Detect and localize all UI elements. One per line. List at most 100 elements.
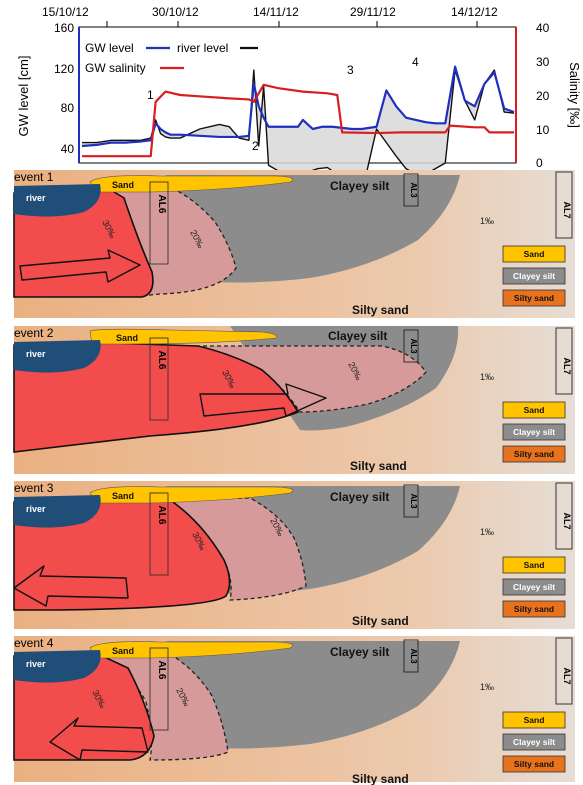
sand-label: Sand — [112, 491, 134, 501]
well-AL3 — [403, 639, 419, 673]
y-tick-left: 120 — [54, 62, 74, 76]
well-AL6 — [149, 647, 169, 731]
salinity-20-zone — [167, 497, 307, 601]
date-axis: 15/10/12 30/10/12 14/11/12 29/11/12 14/1… — [42, 5, 498, 27]
silty-sand-label: Silty sand — [352, 772, 409, 785]
date-tick: 30/10/12 — [152, 5, 199, 19]
gw-salinity-line — [82, 83, 514, 158]
legend-label-clayey-silt: Clayey silt — [513, 427, 555, 437]
well-AL6 — [149, 492, 169, 576]
sand-label: Sand — [112, 646, 134, 656]
left-ticks: 160 120 80 40 — [54, 21, 74, 156]
cross-section-event-4: AL6 AL3 AL7 event 4 river Sand Clayey silt Silt… — [13, 636, 575, 785]
clayey-silt-layer — [166, 175, 460, 283]
well-AL3 — [403, 484, 419, 518]
silty-sand-label: Silty sand — [352, 303, 409, 317]
legend-label-clayey-silt: Clayey silt — [513, 271, 555, 281]
cross-section-event-2: AL6 AL3 AL7 event 2 river Sand Clayey silt Silt… — [13, 326, 575, 474]
well-AL7 — [555, 327, 573, 395]
event-title: event 3 — [14, 481, 54, 495]
river-label: river — [26, 504, 46, 514]
legend-swatch-sand — [502, 556, 566, 574]
well-label-AL7: AL7 — [562, 512, 572, 529]
clayey-silt-label: Clayey silt — [330, 645, 389, 659]
legend-swatch-clayey-silt — [502, 733, 566, 751]
silty-sand-label: Silty sand — [350, 459, 407, 473]
legend-swatch-sand — [502, 711, 566, 729]
event-title: event 1 — [14, 170, 54, 184]
event-marker-3: 3 — [347, 63, 354, 77]
background-salinity-label: 1‰ — [480, 372, 494, 382]
level-difference-area — [82, 66, 514, 176]
well-AL3 — [403, 173, 419, 207]
legend-gw-level: GW level — [85, 41, 134, 55]
legend-swatch-silty-sand — [502, 755, 566, 773]
cross-section-panels: AL6 AL3 AL7 event 1 river Sand Clayey silt Silt… — [13, 170, 575, 785]
well-AL6 — [149, 337, 169, 421]
well-label-AL6: AL6 — [156, 506, 167, 525]
event-title: event 2 — [14, 326, 54, 340]
legend-label-silty-sand: Silty sand — [514, 604, 554, 614]
background-salinity-label: 1‰ — [480, 527, 494, 537]
clayey-silt-label: Clayey silt — [330, 490, 389, 504]
legend-swatch-clayey-silt — [502, 578, 566, 596]
event-marker-1: 1 — [147, 88, 154, 102]
legend-label-sand: Sand — [524, 560, 545, 570]
legend-swatch-silty-sand — [502, 600, 566, 618]
clayey-silt-label: Clayey silt — [328, 329, 387, 343]
y-tick-left: 40 — [61, 142, 75, 156]
y-tick-right: 20 — [536, 89, 550, 103]
well-AL7 — [555, 171, 573, 239]
well-label-AL3: AL3 — [409, 182, 418, 198]
sand-lens — [89, 328, 277, 345]
legend-label-silty-sand: Silty sand — [514, 293, 554, 303]
y-label-right: Salinity [‰] — [567, 62, 582, 128]
legend-label-clayey-silt: Clayey silt — [513, 737, 555, 747]
y-tick-right: 10 — [536, 123, 550, 137]
gw-level-line — [81, 65, 515, 148]
river-body — [14, 495, 101, 528]
date-tick: 14/11/12 — [253, 5, 299, 19]
well-AL7 — [555, 637, 573, 705]
well-label-AL6: AL6 — [156, 661, 167, 680]
sand-label: Sand — [112, 180, 134, 190]
event-marker-2: 2 — [252, 139, 259, 153]
legend-label-clayey-silt: Clayey silt — [513, 582, 555, 592]
y-tick-left: 160 — [54, 21, 74, 35]
well-AL3 — [403, 329, 419, 363]
legend-label-silty-sand: Silty sand — [514, 759, 554, 769]
legend: GW level river level GW salinity — [85, 41, 258, 75]
legend-swatch-clayey-silt — [502, 267, 566, 285]
legend-label-sand: Sand — [524, 249, 545, 259]
legend-swatch-silty-sand — [502, 445, 566, 463]
legend-swatch-clayey-silt — [502, 423, 566, 441]
flow-direction-arrow — [13, 565, 129, 607]
well-label-AL7: AL7 — [562, 667, 572, 684]
date-tick: 15/10/12 — [42, 5, 89, 19]
date-tick: 14/12/12 — [451, 5, 498, 19]
well-AL6 — [149, 181, 169, 265]
background-salinity-label: 1‰ — [480, 682, 494, 692]
legend-gw-salinity: GW salinity — [85, 61, 146, 75]
flow-direction-arrow — [19, 249, 141, 283]
legend-label-sand: Sand — [524, 715, 545, 725]
well-label-AL6: AL6 — [156, 351, 167, 370]
y-tick-left: 80 — [61, 101, 75, 115]
sand-lens — [89, 486, 294, 504]
well-label-AL7: AL7 — [562, 201, 572, 218]
clayey-silt-layer — [166, 641, 460, 749]
river-body — [14, 340, 101, 373]
clayey-silt-label: Clayey silt — [330, 179, 389, 193]
right-ticks: 40 30 20 10 0 — [536, 21, 550, 170]
sand-lens — [89, 641, 294, 659]
y-tick-right: 40 — [536, 21, 550, 35]
cross-section-event-3: AL6 AL3 AL7 event 3 river Sand Clayey silt Silt… — [13, 481, 575, 629]
sand-lens — [89, 175, 294, 193]
legend-river-level: river level — [177, 41, 228, 55]
event-title: event 4 — [14, 636, 54, 650]
river-body — [14, 650, 101, 683]
well-label-AL3: AL3 — [409, 338, 418, 354]
river-body — [14, 184, 101, 217]
legend-swatch-silty-sand — [502, 289, 566, 307]
